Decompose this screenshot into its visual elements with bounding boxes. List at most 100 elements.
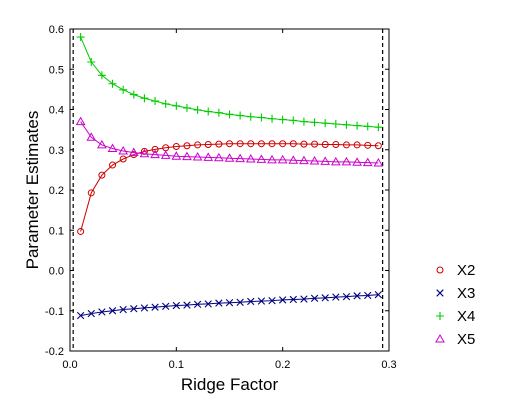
legend: X2 X3 X4 X5 bbox=[435, 262, 475, 348]
data-point-x3 bbox=[364, 291, 372, 300]
data-point-x2 bbox=[226, 140, 233, 148]
legend-label-x3: X3 bbox=[457, 285, 475, 302]
data-point-x5 bbox=[128, 147, 139, 157]
data-point-x3 bbox=[247, 297, 255, 306]
data-point-x5 bbox=[373, 158, 384, 167]
y-axis-title: Parameter Estimates bbox=[23, 111, 42, 270]
data-point-x4 bbox=[246, 112, 255, 121]
data-point-x4 bbox=[214, 108, 223, 117]
y-tick-label: 0.5 bbox=[49, 64, 64, 76]
data-point-x3 bbox=[236, 298, 244, 306]
data-point-x2 bbox=[353, 141, 361, 149]
y-tick-label: 0.1 bbox=[49, 225, 64, 237]
data-point-x4 bbox=[151, 97, 160, 106]
x-tick-label: 0.1 bbox=[169, 359, 184, 371]
data-point-x2 bbox=[172, 143, 180, 151]
data-point-x3 bbox=[87, 309, 95, 318]
data-point-x5 bbox=[214, 152, 224, 162]
data-point-x2 bbox=[183, 142, 191, 150]
x-tick-label: 0.0 bbox=[62, 359, 77, 371]
data-point-x2 bbox=[247, 140, 255, 148]
data-point-x5 bbox=[362, 157, 373, 167]
data-point-x5 bbox=[224, 153, 235, 162]
data-point-x5 bbox=[299, 155, 309, 165]
data-point-x5 bbox=[118, 145, 129, 155]
data-point-x5 bbox=[256, 154, 267, 163]
data-point-x3 bbox=[225, 299, 234, 307]
data-point-x3 bbox=[193, 300, 202, 308]
data-point-x5 bbox=[235, 153, 245, 163]
legend-marker-x2 bbox=[436, 266, 444, 274]
data-point-x5 bbox=[75, 116, 86, 126]
data-point-x2 bbox=[332, 141, 340, 149]
data-point-x3 bbox=[257, 297, 266, 305]
data-point-x4 bbox=[108, 79, 117, 88]
x-tick-label: 0.3 bbox=[381, 359, 396, 371]
data-point-x3 bbox=[278, 296, 287, 304]
legend-label-x2: X2 bbox=[457, 262, 475, 279]
data-point-x5 bbox=[203, 152, 214, 161]
x-tick-label: 0.2 bbox=[275, 359, 290, 371]
series-line-x5 bbox=[80, 121, 379, 164]
data-point-x2 bbox=[204, 141, 212, 149]
data-point-x4 bbox=[353, 121, 362, 130]
data-point-x2 bbox=[119, 155, 127, 163]
data-point-x2 bbox=[151, 145, 159, 153]
data-point-x3 bbox=[215, 299, 223, 307]
data-point-x4 bbox=[363, 122, 372, 131]
data-point-x3 bbox=[76, 311, 85, 320]
data-point-x3 bbox=[289, 295, 297, 304]
legend-marker-x3 bbox=[436, 289, 444, 297]
data-point-x5 bbox=[288, 155, 299, 164]
data-point-x4 bbox=[129, 90, 138, 99]
data-point-x5 bbox=[320, 156, 331, 165]
series-x5 bbox=[75, 116, 384, 167]
data-point-x3 bbox=[300, 295, 308, 303]
data-point-x2 bbox=[87, 189, 95, 197]
data-point-x2 bbox=[257, 140, 265, 148]
data-point-x5 bbox=[171, 151, 182, 160]
x-axis-title: Ridge Factor bbox=[181, 375, 279, 394]
data-point-x3 bbox=[204, 300, 212, 308]
data-point-x3 bbox=[172, 301, 181, 310]
data-point-x3 bbox=[162, 302, 170, 311]
data-point-x5 bbox=[192, 151, 203, 161]
y-tick-label: 0.2 bbox=[49, 185, 64, 197]
data-point-x2 bbox=[215, 140, 223, 148]
axis-ticks: -0.2 -0.1 0.0 0.1 0.2 0.3 0.4 0.5 0.6 0.0 0.1 0.2 0.… bbox=[45, 24, 397, 371]
data-point-x5 bbox=[267, 154, 277, 164]
data-point-x2 bbox=[289, 140, 297, 148]
data-point-x3 bbox=[342, 292, 351, 301]
data-point-x3 bbox=[374, 290, 383, 299]
series-layer bbox=[75, 33, 384, 320]
data-point-x5 bbox=[107, 143, 118, 153]
data-point-x4 bbox=[278, 115, 287, 124]
data-point-x3 bbox=[98, 308, 106, 316]
data-point-x5 bbox=[245, 154, 256, 163]
data-point-x2 bbox=[279, 140, 287, 148]
data-point-x2 bbox=[311, 140, 319, 148]
y-tick-label: -0.1 bbox=[45, 306, 64, 318]
data-point-x3 bbox=[183, 301, 191, 309]
data-point-x4 bbox=[310, 118, 319, 127]
data-point-x2 bbox=[194, 141, 202, 149]
data-point-x4 bbox=[342, 120, 351, 129]
data-point-x2 bbox=[374, 142, 382, 150]
data-point-x5 bbox=[150, 149, 160, 159]
data-point-x4 bbox=[331, 119, 340, 128]
data-point-x4 bbox=[374, 123, 383, 132]
y-tick-label: -0.2 bbox=[45, 346, 64, 358]
data-point-x4 bbox=[321, 119, 330, 128]
data-point-x2 bbox=[364, 141, 372, 149]
data-point-x5 bbox=[182, 151, 192, 161]
data-point-x4 bbox=[299, 117, 308, 126]
data-point-x3 bbox=[119, 305, 127, 314]
data-point-x4 bbox=[119, 85, 128, 94]
data-point-x3 bbox=[108, 307, 117, 315]
data-point-x3 bbox=[353, 292, 361, 300]
y-tick-label: 0.6 bbox=[49, 24, 64, 36]
data-point-x2 bbox=[236, 140, 244, 148]
data-point-x4 bbox=[182, 103, 191, 112]
data-point-x2 bbox=[109, 161, 117, 169]
legend-marker-x5 bbox=[435, 333, 445, 343]
